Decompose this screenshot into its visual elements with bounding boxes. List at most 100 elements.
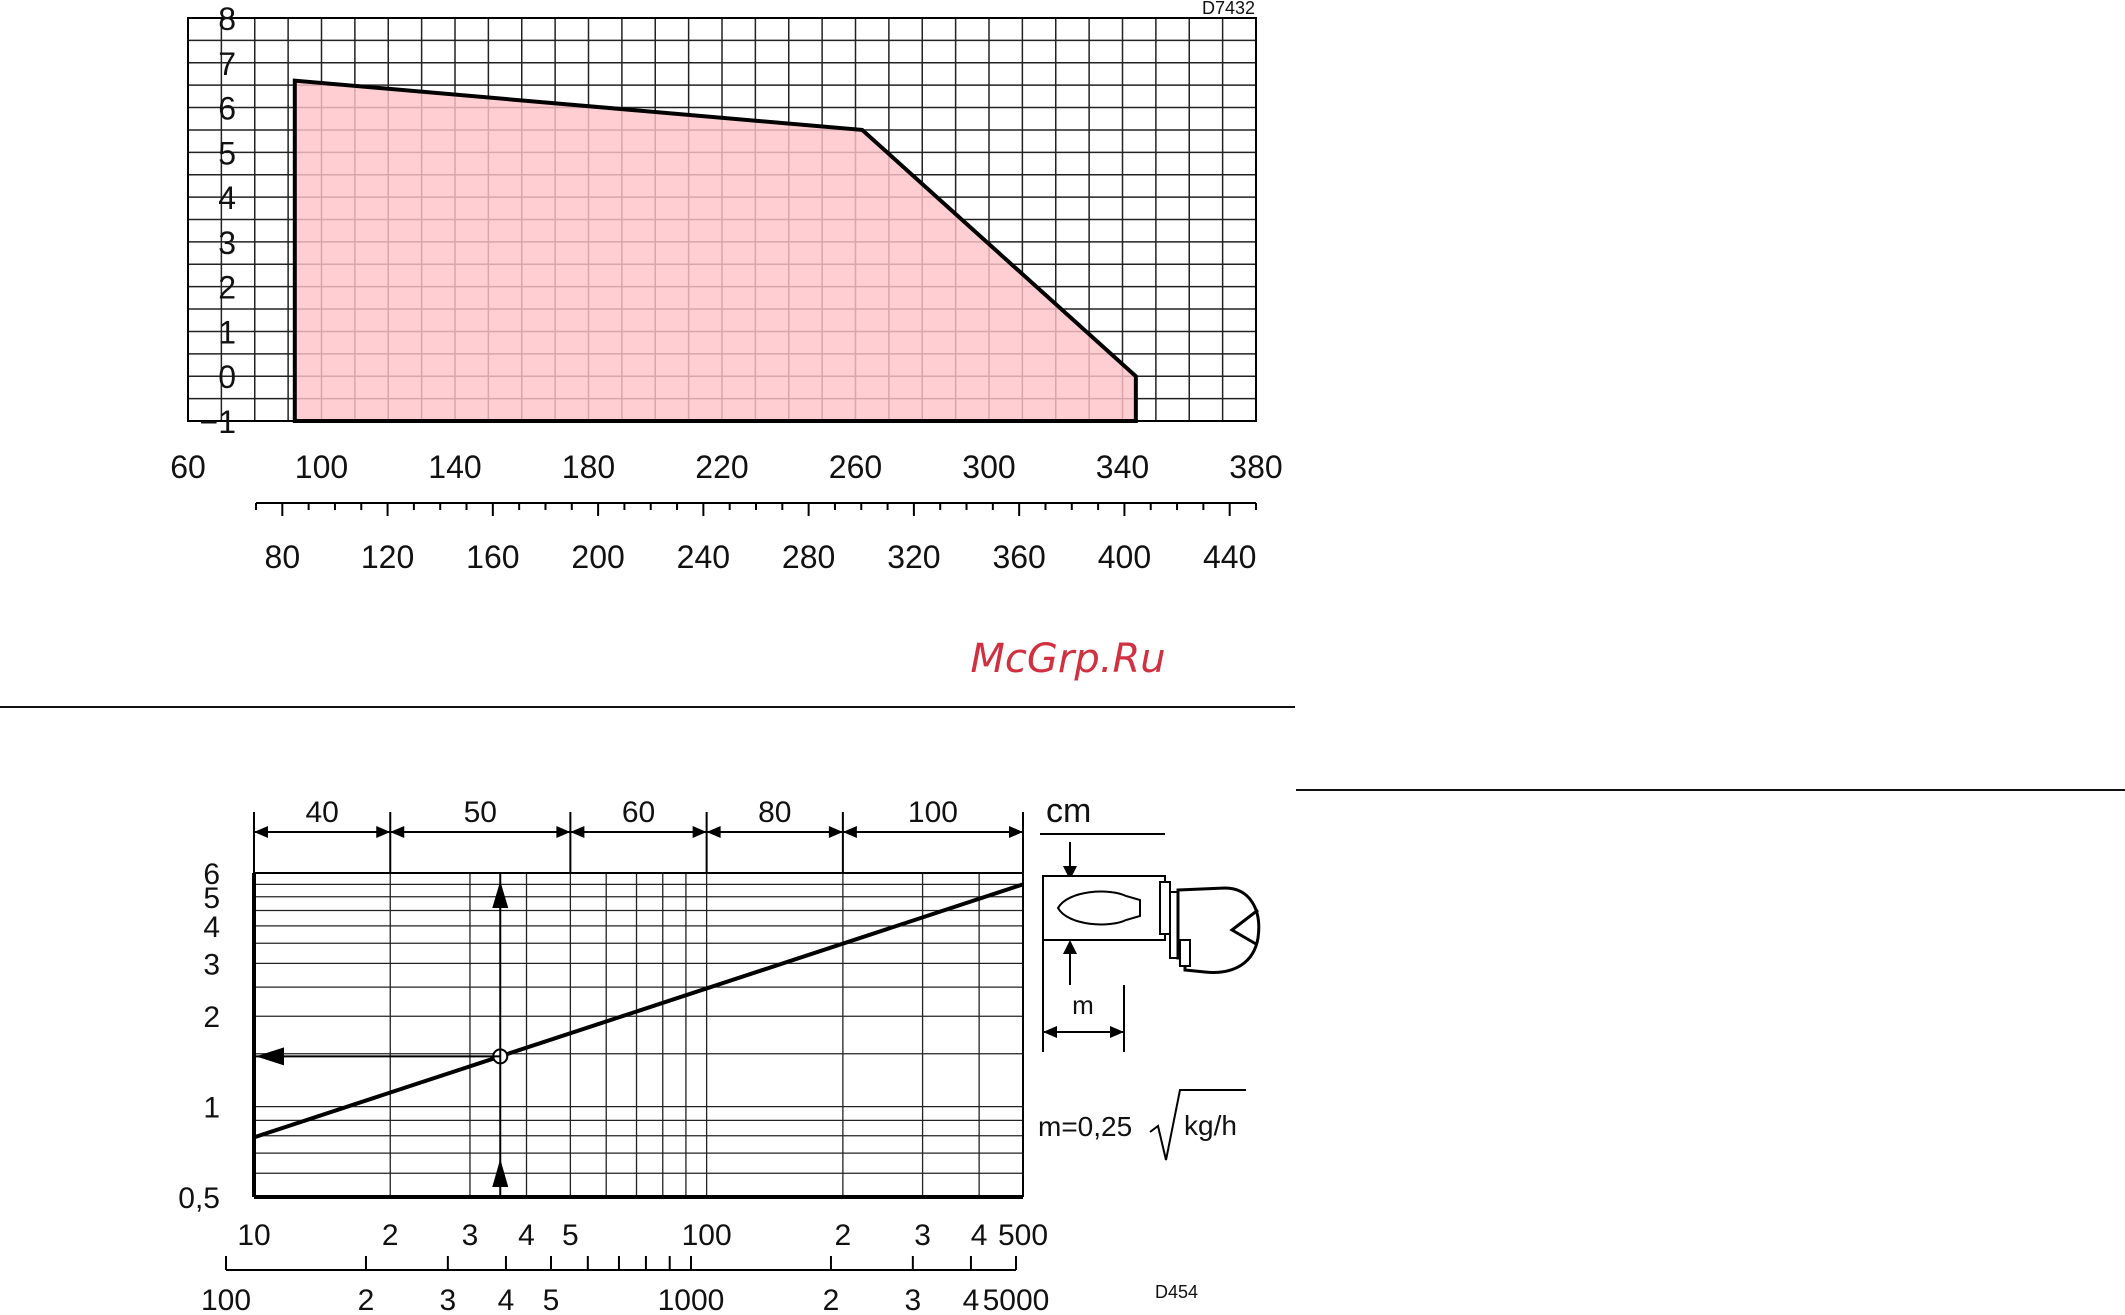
reading-arrows xyxy=(254,873,509,1197)
flame-top-arrowhead-icon xyxy=(1063,866,1077,880)
bottom-x-tick-label: 100 xyxy=(682,1219,732,1252)
bottom-secondary-tick-label: 3 xyxy=(440,1284,457,1315)
arrow-up-icon xyxy=(492,1159,509,1187)
band-arrow-right-icon xyxy=(556,826,571,838)
top-x-tick-label: 340 xyxy=(1096,449,1149,485)
burner-body-icon xyxy=(1176,886,1261,974)
band-label: 40 xyxy=(305,796,338,829)
top-secondary-tick-label: 240 xyxy=(677,539,730,575)
top-secondary-tick-label: 120 xyxy=(361,539,414,575)
top-x-tick-label: 300 xyxy=(962,449,1015,485)
formula-text: m=0,25 xyxy=(1038,1111,1132,1142)
band-arrow-left-icon xyxy=(254,826,268,838)
top-y-tick-label: 6 xyxy=(218,91,236,127)
top-frame xyxy=(187,17,1257,422)
arrow-up-icon xyxy=(492,881,509,908)
top-y-tick-labels: 8 7 6 5 4 3 2 1 0 −1 xyxy=(200,1,236,440)
top-y-tick-label: 8 xyxy=(218,1,236,37)
band-label: 50 xyxy=(464,796,497,829)
bottom-x-tick-label: 4 xyxy=(518,1219,535,1252)
bottom-secondary-tick-label: 5 xyxy=(543,1284,560,1315)
band-arrow-right-icon xyxy=(1009,826,1023,838)
band-label: 80 xyxy=(758,796,791,829)
top-x-tick-label: 220 xyxy=(695,449,748,485)
top-secondary-tick-label: 400 xyxy=(1098,539,1151,575)
bottom-frame xyxy=(252,872,1024,1199)
bottom-y-tick-label: 3 xyxy=(203,948,220,981)
top-y-tick-label: 1 xyxy=(218,314,236,350)
top-y-tick-label: 5 xyxy=(218,135,236,171)
bottom-y-tick-label: 2 xyxy=(203,1001,220,1034)
bottom-secondary-tick-label: 1000 xyxy=(658,1284,725,1315)
band-arrow-left-icon xyxy=(390,826,405,838)
top-secondary-tick-label: 320 xyxy=(887,539,940,575)
formula-unit: kg/h xyxy=(1184,1110,1237,1141)
bottom-y-tick-label: 4 xyxy=(203,911,220,944)
top-chart: 8 7 6 5 4 3 2 1 0 −1 60 100 140 180 220 260 300 340 380 8… xyxy=(170,0,1282,575)
top-y-tick-label: −1 xyxy=(200,404,236,440)
bottom-x-tick-label: 2 xyxy=(382,1219,399,1252)
bottom-secondary-tick-label: 4 xyxy=(963,1284,980,1315)
flame-icon xyxy=(1056,890,1141,926)
top-x-tick-label: 140 xyxy=(428,449,481,485)
bottom-y-tick-label: 1 xyxy=(203,1092,220,1125)
sqrt-sign-icon xyxy=(1149,1089,1246,1161)
top-x-tick-label: 180 xyxy=(562,449,615,485)
flame-bottom-arrowhead-icon xyxy=(1063,940,1077,954)
dim-label-m: m xyxy=(1072,990,1094,1020)
top-x-tick-label: 380 xyxy=(1229,449,1282,485)
band-arrow-right-icon xyxy=(692,826,707,838)
bottom-y-tick-label: 5 xyxy=(203,882,220,915)
bottom-secondary-tick-label: 2 xyxy=(358,1284,375,1315)
top-y-tick-label: 4 xyxy=(218,180,236,216)
band-arrow-left-icon xyxy=(842,826,857,838)
burner-control-box xyxy=(1179,939,1191,967)
dim-arrow-left-icon xyxy=(1043,1026,1057,1038)
top-x-tick-label: 100 xyxy=(295,449,348,485)
top-y-tick-label: 2 xyxy=(218,270,236,306)
band-arrow-right-icon xyxy=(376,826,391,838)
bottom-secondary-tick-label: 4 xyxy=(498,1284,515,1315)
bottom-x-tick-label: 2 xyxy=(835,1219,852,1252)
bottom-x-tick-label: 5 xyxy=(562,1219,579,1252)
top-x-tick-labels: 60 100 140 180 220 260 300 340 380 xyxy=(170,449,1282,485)
bottom-chart-code: D454 xyxy=(1155,1282,1198,1302)
band-arrow-left-icon xyxy=(570,826,585,838)
bottom-x-tick-label: 3 xyxy=(914,1219,931,1252)
bottom-x-tick-label: 500 xyxy=(998,1219,1048,1252)
bottom-y-tick-label: 6 xyxy=(203,858,220,891)
bottom-x-tick-label: 10 xyxy=(237,1219,270,1252)
bottom-y-tick-labels: 654 3 2 1 0,5 xyxy=(178,858,220,1215)
dim-arrow-right-icon xyxy=(1110,1026,1124,1038)
band-arrow-left-icon xyxy=(706,826,721,838)
top-secondary-x-axis: 80 120 160 200 240 280 320 360 400 440 xyxy=(255,502,1257,575)
bottom-x-tick-label: 4 xyxy=(971,1219,988,1252)
bottom-y-tick-label: 0,5 xyxy=(178,1182,220,1215)
operating-area xyxy=(292,78,1138,423)
bottom-secondary-x-axis: 100 2 3 4 5 1000 2 3 4 5000 xyxy=(201,1256,1049,1315)
burner-schematic: cm m m=0,25 kg/h xyxy=(1038,792,1261,1161)
bottom-secondary-tick-label: 3 xyxy=(904,1284,921,1315)
watermark: McGrp.Ru xyxy=(970,636,1165,682)
bottom-x-tick-labels: 10 2 3 4 5 100 2 3 4 500 xyxy=(237,1219,1048,1252)
burner-flange xyxy=(1159,881,1171,935)
top-secondary-tick-label: 360 xyxy=(992,539,1045,575)
top-y-tick-label: 0 xyxy=(218,359,236,395)
band-label: 100 xyxy=(908,796,958,829)
bottom-secondary-tick-label: 2 xyxy=(823,1284,840,1315)
top-secondary-tick-label: 200 xyxy=(571,539,624,575)
bottom-secondary-tick-label: 100 xyxy=(201,1284,251,1315)
top-secondary-tick-label: 80 xyxy=(265,539,301,575)
unit-label-cm: cm xyxy=(1046,792,1091,830)
top-secondary-tick-label: 440 xyxy=(1203,539,1256,575)
arrow-left-icon xyxy=(256,1047,284,1066)
top-x-tick-label: 260 xyxy=(829,449,882,485)
bottom-x-tick-label: 3 xyxy=(462,1219,479,1252)
band-dimension-row: 40 50 60 80 100 xyxy=(253,796,1024,873)
series-line xyxy=(253,882,1024,1140)
top-y-tick-label: 7 xyxy=(218,46,236,82)
top-x-tick-label: 60 xyxy=(170,449,206,485)
band-label: 60 xyxy=(622,796,655,829)
